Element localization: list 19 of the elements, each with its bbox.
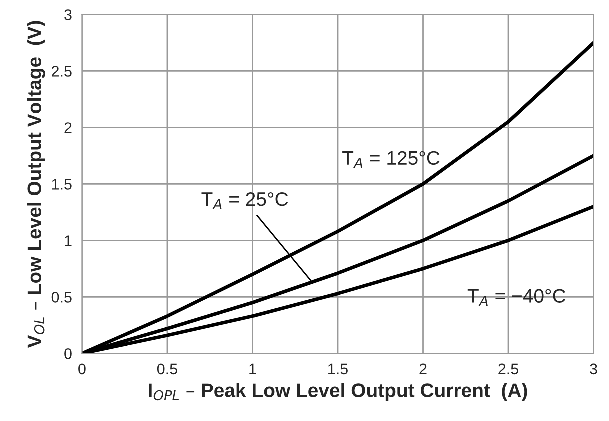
x-tick-label: 1 [250, 364, 256, 374]
annotation: T$_{A}$ = 125°C [342, 151, 440, 168]
x-tick-label: 0.5 [157, 364, 178, 375]
y-tick-label: 1 [65, 236, 72, 246]
y-tick-label: 0.5 [52, 292, 72, 303]
annotation: T$_{A}$ = −40°C [468, 289, 566, 306]
x-axis-title: I$_{OPL}$ – Peak Low Level Output Current (A) [149, 383, 528, 402]
y-axis-title: V$_{OL}$ – Low Level Output Voltage (V) [27, 21, 46, 348]
y-tick-label: 2.5 [52, 66, 72, 77]
x-tick-label: 2.5 [498, 364, 518, 375]
annotation: T$_{A}$ = 25°C [202, 192, 288, 210]
y-tick-label: 2 [64, 122, 72, 134]
x-tick-label: 0 [78, 364, 86, 375]
x-tick-label: 2 [420, 364, 427, 374]
x-tick-label: 3 [590, 364, 598, 375]
y-tick-label: 0 [64, 348, 72, 360]
y-tick-label: 3 [64, 10, 72, 20]
y-tick-label: 1.5 [52, 179, 72, 190]
x-tick-label: 1.5 [328, 364, 348, 375]
